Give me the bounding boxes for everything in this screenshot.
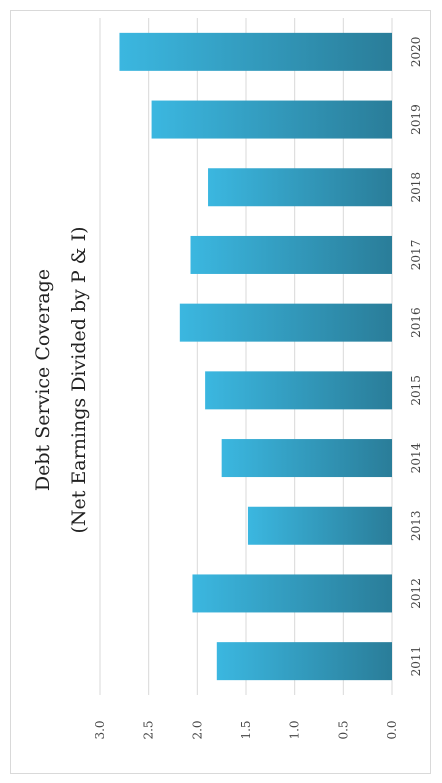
bar-2011 bbox=[216, 642, 392, 681]
value-tick-label: 1.5 bbox=[239, 720, 253, 739]
category-label-2018: 2018 bbox=[409, 172, 423, 203]
category-label-2014: 2014 bbox=[409, 442, 423, 473]
bar-2015 bbox=[205, 371, 392, 410]
bar-2012 bbox=[192, 574, 392, 613]
category-label-2015: 2015 bbox=[409, 375, 423, 406]
chart-title-line-1: Debt Service Coverage bbox=[32, 269, 54, 491]
bar-2019 bbox=[151, 100, 392, 139]
bar-2020 bbox=[119, 32, 392, 71]
category-label-2011: 2011 bbox=[409, 646, 423, 677]
bar-2016 bbox=[179, 303, 392, 342]
category-label-2016: 2016 bbox=[409, 307, 423, 338]
bar-2014 bbox=[221, 439, 392, 478]
category-label-2019: 2019 bbox=[409, 104, 423, 135]
bar-2017 bbox=[190, 235, 392, 274]
category-label-2013: 2013 bbox=[409, 510, 423, 541]
category-labels: 2011 2012 2013 2014 2015 2016 2017 2018 2019 2020 bbox=[409, 37, 423, 677]
category-label-2020: 2020 bbox=[409, 37, 423, 68]
bar-2013 bbox=[247, 506, 392, 545]
value-tick-label: 2.5 bbox=[142, 720, 156, 739]
bar-2018 bbox=[208, 168, 392, 207]
value-tick-label: 0.5 bbox=[336, 720, 350, 739]
chart-title: Debt Service Coverage (Net Earnings Divi… bbox=[32, 226, 90, 533]
category-label-2012: 2012 bbox=[409, 578, 423, 609]
value-tick-label: 0.0 bbox=[385, 720, 399, 739]
value-tick-labels: 0.0 0.5 1.0 1.5 2.0 2.5 3.0 bbox=[93, 720, 399, 739]
bars bbox=[119, 32, 392, 681]
category-label-2017: 2017 bbox=[409, 240, 423, 271]
value-tick-label: 2.0 bbox=[190, 720, 204, 739]
chart-title-line-2: (Net Earnings Divided by P & I) bbox=[68, 226, 90, 533]
value-tick-label: 1.0 bbox=[288, 720, 302, 739]
value-tick-label: 3.0 bbox=[93, 720, 107, 739]
